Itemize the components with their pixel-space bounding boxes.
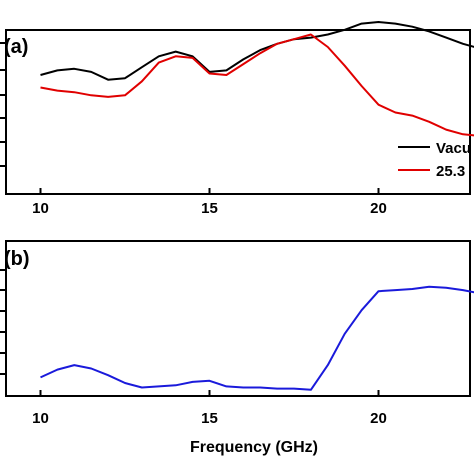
panel-b-label: (b) (4, 248, 30, 270)
series-line-a-1 (40, 33, 474, 137)
x-axis-title: Frequency (GHz) (190, 439, 318, 456)
panel-a-legend: Vacu 25.3 (398, 140, 471, 180)
panel-a-left-ticks (0, 42, 6, 167)
x-tick-label-a-15: 15 (201, 200, 218, 217)
panel-b-left-ticks (0, 269, 6, 375)
panel-a-series (40, 21, 474, 137)
x-tick-label-b-20: 20 (370, 410, 387, 427)
panel-a-x-tick-labels: 101520253035 (32, 200, 387, 217)
panel-a-frame (5, 29, 471, 195)
panel-b-x-ticks (39, 390, 380, 396)
series-line-a-0 (40, 21, 474, 81)
x-tick-label-b-15: 15 (201, 410, 218, 427)
panel-a-label: (a) (4, 36, 28, 58)
panel-b-x-tick-labels: 101520253035 (32, 410, 387, 427)
x-tick-label-a-10: 10 (32, 200, 49, 217)
series-line-b-0 (40, 285, 474, 391)
legend-label-25-3: 25.3 (436, 163, 465, 180)
panel-a: (a) 101520253035 Vacu 25.3 (0, 21, 474, 217)
panel-b-frame (5, 240, 471, 397)
panel-b: (b) 101520253035 Frequency (GHz) (0, 240, 474, 456)
panel-a-x-ticks (39, 188, 380, 194)
x-tick-label-a-20: 20 (370, 200, 387, 217)
legend-label-vacu: Vacu (436, 140, 471, 157)
x-tick-label-b-10: 10 (32, 410, 49, 427)
panel-b-series (40, 285, 474, 391)
